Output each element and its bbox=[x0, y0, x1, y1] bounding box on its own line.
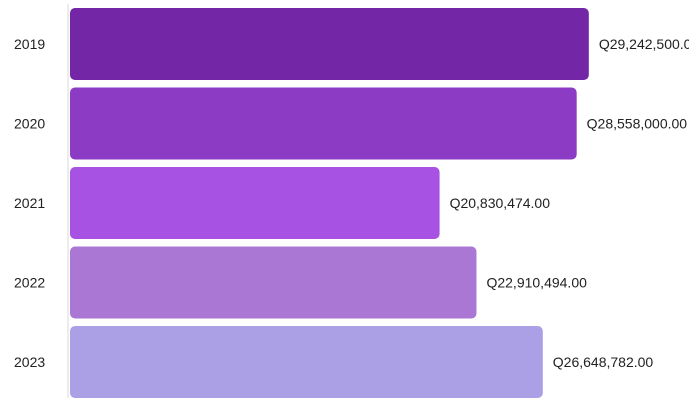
value-label-2023: Q26,648,782.00 bbox=[553, 354, 654, 370]
value-label-2021: Q20,830,474.00 bbox=[450, 195, 551, 211]
bars-group bbox=[70, 8, 589, 398]
value-label-2022: Q22,910,494.00 bbox=[486, 275, 587, 291]
category-label-2023: 2023 bbox=[14, 354, 45, 370]
bar-2023 bbox=[70, 326, 543, 398]
bar-2019 bbox=[70, 8, 589, 80]
category-label-2022: 2022 bbox=[14, 275, 45, 291]
category-label-2020: 2020 bbox=[14, 116, 45, 132]
category-label-2019: 2019 bbox=[14, 36, 45, 52]
value-labels-group: Q29,242,500.00 Q28,558,000.00 Q20,830,474.… bbox=[450, 36, 689, 370]
category-label-2021: 2021 bbox=[14, 195, 45, 211]
category-labels-group: 2019 2020 2021 2022 2023 bbox=[14, 36, 45, 370]
value-label-2019: Q29,242,500.00 bbox=[599, 36, 689, 52]
bar-2022 bbox=[70, 246, 477, 319]
bar-2020 bbox=[70, 87, 577, 160]
value-label-2020: Q28,558,000.00 bbox=[587, 116, 688, 132]
bar-2021 bbox=[70, 167, 440, 239]
